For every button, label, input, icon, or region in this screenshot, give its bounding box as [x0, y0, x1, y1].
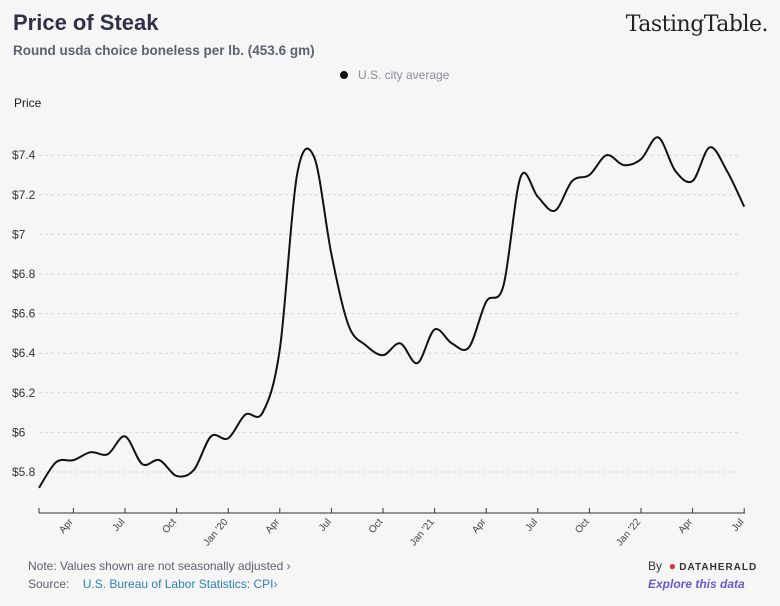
y-tick-label: $7.4: [12, 148, 36, 162]
x-tick-label: Oct: [367, 517, 386, 536]
chart-title: Price of Steak: [13, 10, 159, 35]
y-tick-label: $7.2: [12, 188, 36, 202]
source-line: Source: U.S. Bureau of Labor Statistics:…: [28, 577, 277, 591]
x-tick-label: Oct: [160, 517, 179, 536]
x-tick-label: Jan '20: [202, 517, 231, 549]
series-line-us-city-average: [38, 136, 746, 489]
y-tick-label: $6.6: [12, 307, 36, 321]
x-tick-label: Apr: [264, 516, 283, 536]
y-tick-label: $5.8: [12, 465, 36, 479]
x-tick-label: Jan '22: [614, 517, 643, 549]
x-tick-label: Oct: [573, 517, 592, 536]
y-tick-label: $6.4: [12, 346, 36, 360]
y-tick-label: $7: [12, 227, 26, 241]
y-axis-label: Price: [14, 96, 42, 110]
by-label: By: [648, 559, 663, 573]
source-link[interactable]: U.S. Bureau of Labor Statistics: CPI›: [82, 577, 278, 591]
legend-dot-icon: [340, 71, 348, 79]
x-tick-label: Jan '21: [408, 517, 437, 549]
y-tick-label: $6: [12, 425, 26, 439]
x-tick-label: Jul: [523, 517, 540, 534]
chart-subtitle: Round usda choice boneless per lb. (453.…: [13, 43, 315, 58]
x-tick-label: Apr: [470, 516, 489, 536]
x-tick-label: Apr: [57, 516, 76, 536]
x-tick-label: Jul: [317, 517, 334, 534]
byline[interactable]: By ● DATAHERALD: [648, 559, 757, 573]
tasting-table-logo: TastingTable.: [625, 12, 769, 37]
y-tick-label: $6.8: [12, 267, 36, 281]
dataherald-brand: DATAHERALD: [679, 562, 758, 573]
dataherald-logo-icon: ●: [668, 559, 676, 573]
note-link[interactable]: Note: Values shown are not seasonally ad…: [28, 559, 291, 573]
legend-label: U.S. city average: [358, 68, 450, 82]
x-tick-label: Jul: [111, 517, 128, 534]
source-label: Source:: [28, 577, 70, 591]
legend[interactable]: U.S. city average: [340, 68, 449, 82]
explore-data-link[interactable]: Explore this data: [648, 577, 745, 591]
x-tick-label: Apr: [676, 516, 695, 536]
x-tick-label: Jul: [730, 517, 747, 534]
y-tick-label: $6.2: [12, 386, 36, 400]
